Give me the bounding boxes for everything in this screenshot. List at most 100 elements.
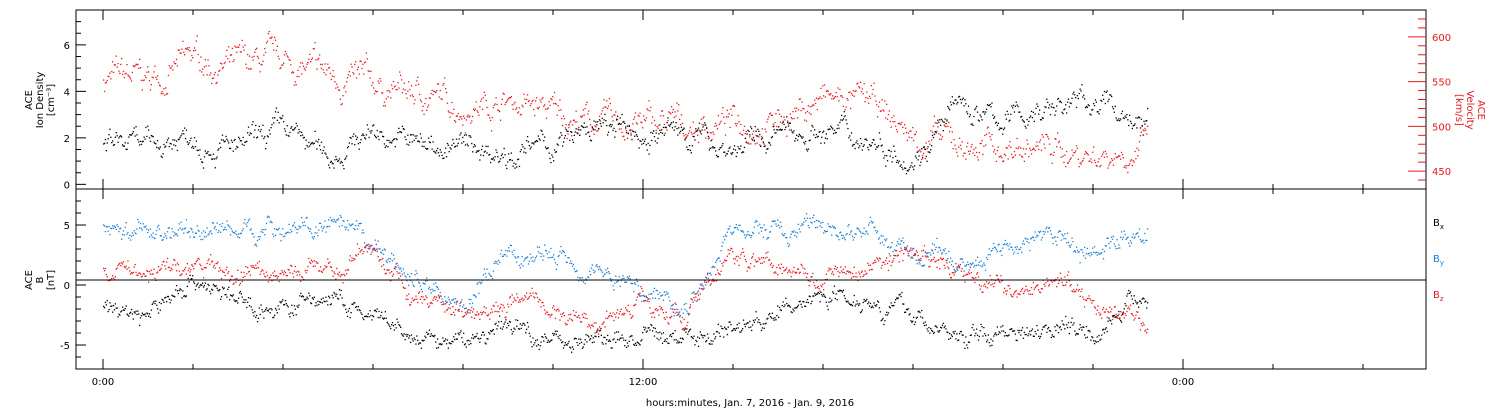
data-point <box>394 323 396 326</box>
data-point <box>607 105 610 107</box>
data-point <box>563 344 566 347</box>
data-point <box>364 138 367 140</box>
data-point <box>105 81 107 83</box>
data-point <box>465 134 467 136</box>
data-point <box>188 281 190 283</box>
data-point <box>710 132 712 134</box>
data-point <box>553 149 556 151</box>
data-point <box>1077 97 1079 100</box>
data-point <box>974 154 976 157</box>
data-point <box>1051 103 1053 105</box>
data-point <box>875 305 877 307</box>
data-point <box>417 278 419 280</box>
data-point <box>996 250 998 253</box>
data-point <box>562 347 565 349</box>
data-point <box>224 226 226 228</box>
data-point <box>448 151 450 153</box>
data-point <box>385 317 387 319</box>
data-point <box>271 309 273 311</box>
data-point <box>516 261 518 263</box>
data-point <box>462 306 464 308</box>
data-point <box>611 115 613 118</box>
data-point <box>905 308 908 311</box>
data-point <box>338 271 341 273</box>
data-point <box>717 257 719 259</box>
data-point <box>634 112 637 114</box>
data-point <box>149 140 152 142</box>
data-point <box>229 54 232 56</box>
data-point <box>713 147 715 149</box>
data-point <box>713 133 715 135</box>
data-point <box>510 152 512 154</box>
data-point <box>822 295 824 297</box>
data-point <box>1116 239 1118 241</box>
data-point <box>594 270 596 272</box>
data-point <box>395 266 397 268</box>
data-point <box>1127 293 1129 295</box>
data-point <box>969 150 971 152</box>
data-point <box>219 69 221 72</box>
data-point <box>227 272 229 274</box>
data-point <box>499 158 502 160</box>
data-point <box>501 255 503 257</box>
data-point <box>328 167 331 169</box>
data-point <box>472 151 474 153</box>
data-point <box>178 289 180 292</box>
data-point <box>1102 151 1105 153</box>
data-point <box>549 256 551 259</box>
data-point <box>966 111 968 113</box>
data-point <box>630 282 632 284</box>
data-point <box>1138 300 1141 302</box>
data-point <box>803 221 805 223</box>
data-point <box>140 227 143 230</box>
data-point <box>238 237 241 239</box>
data-point <box>486 268 488 270</box>
data-point <box>966 344 968 346</box>
data-point <box>904 311 907 313</box>
data-point <box>824 137 827 139</box>
data-point <box>952 102 954 104</box>
data-point <box>877 116 879 118</box>
data-point <box>256 321 259 323</box>
data-point <box>425 336 427 339</box>
data-point <box>546 341 548 343</box>
data-point <box>184 268 186 270</box>
data-point <box>283 303 286 306</box>
data-point <box>161 298 163 301</box>
data-point <box>145 126 147 129</box>
data-point <box>1129 240 1132 242</box>
data-point <box>1091 253 1093 256</box>
data-point <box>828 225 830 228</box>
data-point <box>416 272 418 275</box>
data-point <box>295 314 297 316</box>
data-point <box>923 146 926 148</box>
data-point <box>728 321 730 323</box>
data-point <box>438 155 440 157</box>
data-point <box>138 272 140 274</box>
data-point <box>754 143 756 145</box>
data-point <box>170 237 172 239</box>
data-point <box>916 316 918 318</box>
data-point <box>1073 322 1075 324</box>
data-point <box>265 271 268 273</box>
data-point <box>931 330 934 332</box>
data-point <box>152 136 154 138</box>
data-point <box>328 66 331 69</box>
data-point <box>778 224 780 226</box>
data-point <box>953 139 955 141</box>
data-point <box>730 152 732 154</box>
data-point <box>821 226 823 229</box>
data-point <box>1024 153 1026 155</box>
data-point <box>696 340 698 343</box>
data-point <box>279 68 281 70</box>
data-point <box>542 259 544 261</box>
data-point <box>1053 107 1055 109</box>
data-point <box>459 134 461 136</box>
data-point <box>351 257 353 259</box>
data-point <box>876 146 878 148</box>
data-point <box>787 304 790 306</box>
data-point <box>677 110 679 112</box>
data-point <box>1004 154 1007 157</box>
data-point <box>963 270 965 272</box>
data-point <box>866 298 868 301</box>
